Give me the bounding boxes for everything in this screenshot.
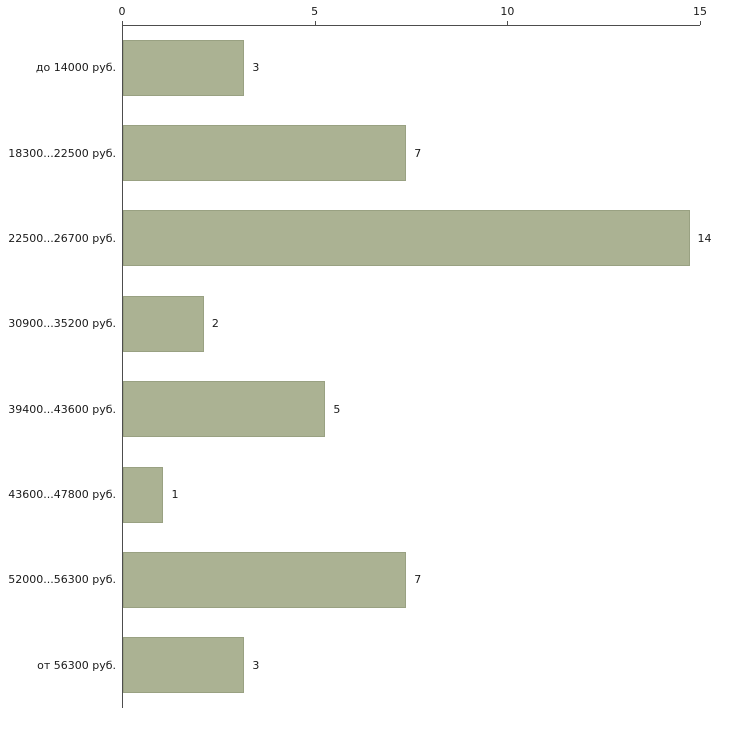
category-label: 30900...35200 руб. <box>8 317 116 331</box>
bar <box>123 551 407 608</box>
bar-track: 2 <box>123 295 730 352</box>
bar-value-label: 7 <box>414 146 422 160</box>
bar-value-label: 1 <box>171 488 179 502</box>
bar <box>123 637 245 694</box>
bars-area: до 14000 руб. 3 18300...22500 руб. 7 22500..… <box>0 25 730 708</box>
bar-track: 14 <box>123 210 730 267</box>
bar-row: 43600...47800 руб. 1 <box>0 452 730 537</box>
x-tick-label: 10 <box>500 5 515 18</box>
bar <box>123 210 690 267</box>
bar-row: 30900...35200 руб. 2 <box>0 281 730 366</box>
bar <box>123 295 204 352</box>
bar-track: 7 <box>123 125 730 182</box>
y-axis-line <box>122 25 123 708</box>
x-axis-line <box>122 25 700 26</box>
x-tick-mark <box>700 21 701 25</box>
bar-row: 18300...22500 руб. 7 <box>0 110 730 195</box>
bar-value-label: 2 <box>211 317 219 331</box>
category-label: 18300...22500 руб. <box>8 146 116 160</box>
x-tick-label: 0 <box>118 5 126 18</box>
bar <box>123 39 245 96</box>
category-label: 52000...56300 руб. <box>8 573 116 587</box>
x-tick-mark <box>507 21 509 25</box>
category-label: 43600...47800 руб. <box>8 488 116 502</box>
bar-track: 1 <box>123 466 730 523</box>
bar-row: 39400...43600 руб. 5 <box>0 367 730 452</box>
bar-row: от 56300 руб. 3 <box>0 623 730 708</box>
x-tick-mark <box>314 21 316 25</box>
category-label: 22500...26700 руб. <box>8 231 116 245</box>
bar-row: 52000...56300 руб. 7 <box>0 537 730 622</box>
bar-row: до 14000 руб. 3 <box>0 25 730 110</box>
category-label: 39400...43600 руб. <box>8 402 116 416</box>
x-axis-ticks: 0 5 10 15 <box>118 0 707 25</box>
bar <box>123 381 326 438</box>
x-tick-label: 5 <box>311 5 319 18</box>
x-tick-label: 15 <box>693 5 707 18</box>
category-label: от 56300 руб. <box>37 658 116 672</box>
bar-value-label: 7 <box>414 573 422 587</box>
bar <box>123 125 407 182</box>
x-tick-mark <box>122 21 123 25</box>
bar <box>123 466 164 523</box>
bar-value-label: 5 <box>333 402 341 416</box>
bar-value-label: 14 <box>697 231 712 245</box>
bar-value-label: 3 <box>252 658 260 672</box>
bar-row: 22500...26700 руб. 14 <box>0 196 730 281</box>
bar-track: 3 <box>123 637 730 694</box>
category-label: до 14000 руб. <box>35 61 116 75</box>
bar-track: 5 <box>123 381 730 438</box>
bar-value-label: 3 <box>252 61 260 75</box>
bar-track: 7 <box>123 551 730 608</box>
bar-track: 3 <box>123 39 730 96</box>
